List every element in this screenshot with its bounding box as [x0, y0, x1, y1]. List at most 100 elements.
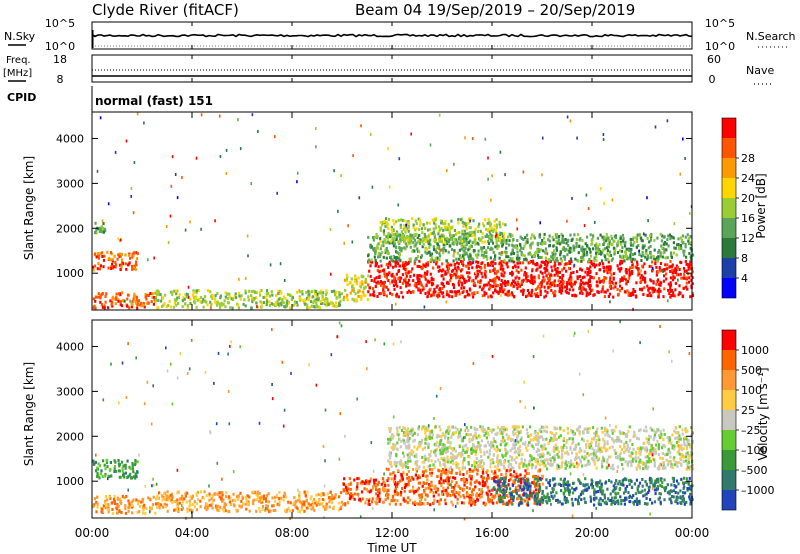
range-time-cell — [415, 285, 418, 289]
range-time-cell — [573, 233, 576, 237]
range-time-cell — [562, 255, 565, 258]
range-time-cell — [410, 452, 413, 456]
range-time-cell — [425, 252, 428, 255]
range-time-cell — [428, 484, 431, 488]
range-time-cell — [426, 295, 429, 299]
range-time-cell — [577, 463, 580, 467]
range-time-cell — [216, 505, 219, 508]
range-time-cell — [674, 246, 677, 250]
range-time-cell — [228, 292, 231, 296]
range-time-cell — [269, 509, 272, 513]
range-time-cell — [436, 265, 440, 269]
range-time-cell — [372, 247, 375, 251]
range-time-cell — [486, 477, 489, 481]
range-time-cell — [371, 260, 374, 264]
range-time-cell — [503, 279, 507, 283]
range-time-cell — [394, 482, 397, 486]
range-time-cell — [136, 252, 139, 256]
range-time-cell — [540, 281, 543, 285]
range-time-cell — [525, 295, 528, 299]
range-time-cell — [477, 225, 480, 229]
range-time-cell — [468, 498, 471, 502]
range-time-cell — [260, 289, 263, 292]
range-time-cell — [315, 127, 317, 130]
range-time-cell — [398, 280, 401, 283]
range-time-cell — [541, 435, 544, 439]
range-time-cell — [335, 290, 338, 294]
range-time-cell — [158, 503, 161, 507]
range-time-cell — [493, 475, 496, 479]
range-time-cell — [120, 511, 123, 514]
range-time-cell — [445, 491, 448, 495]
range-time-cell — [432, 290, 435, 294]
range-time-cell — [686, 233, 689, 237]
range-time-cell — [447, 270, 450, 274]
range-time-cell — [148, 497, 151, 501]
range-time-cell — [408, 455, 411, 459]
range-time-cell — [378, 497, 381, 501]
range-time-cell — [96, 505, 99, 509]
range-time-cell — [510, 281, 514, 285]
range-time-cell — [113, 459, 116, 463]
range-time-cell — [430, 471, 433, 475]
range-time-cell — [571, 283, 574, 286]
range-time-cell — [295, 499, 298, 503]
range-time-cell — [683, 269, 686, 273]
range-time-cell — [554, 252, 557, 256]
range-time-cell — [537, 453, 540, 457]
range-time-cell — [394, 502, 397, 506]
range-time-cell — [382, 244, 385, 248]
range-time-cell — [396, 492, 399, 495]
range-time-cell — [432, 230, 435, 234]
range-time-cell — [111, 508, 114, 511]
range-time-cell — [490, 295, 493, 299]
range-time-cell — [136, 511, 139, 515]
range-time-cell — [370, 279, 373, 282]
range-time-cell — [242, 302, 245, 306]
range-time-cell — [374, 258, 377, 262]
range-time-cell — [440, 248, 442, 252]
range-time-cell — [519, 243, 522, 247]
range-time-cell — [474, 236, 477, 240]
range-time-cell — [396, 485, 399, 488]
range-time-cell — [436, 294, 439, 298]
range-time-cell — [369, 274, 372, 278]
range-time-cell — [102, 258, 106, 262]
range-time-cell — [522, 261, 525, 265]
range-time-cell — [508, 232, 511, 236]
range-time-cell — [562, 429, 565, 432]
range-time-cell — [116, 511, 119, 515]
range-time-cell — [585, 294, 588, 298]
range-time-cell — [512, 466, 515, 470]
range-time-cell — [142, 304, 145, 307]
range-time-cell — [202, 297, 205, 301]
range-time-cell — [402, 471, 405, 475]
range-time-cell — [571, 249, 573, 253]
range-time-cell — [670, 254, 673, 258]
range-time-cell — [417, 288, 420, 292]
range-time-cell — [301, 502, 304, 506]
range-time-cell — [498, 251, 501, 255]
range-time-cell — [471, 241, 474, 245]
range-time-cell — [556, 446, 559, 450]
range-time-cell — [480, 439, 483, 443]
range-time-cell — [106, 507, 109, 511]
range-time-cell — [236, 303, 240, 307]
range-time-cell — [300, 505, 303, 509]
range-time-cell — [623, 275, 626, 279]
range-time-cell — [638, 249, 640, 253]
range-time-cell — [467, 266, 470, 270]
range-time-cell — [405, 446, 408, 450]
range-time-cell — [304, 302, 307, 306]
range-time-cell — [96, 466, 99, 470]
range-time-cell — [256, 305, 258, 309]
range-time-cell — [447, 476, 450, 480]
range-time-cell — [390, 477, 393, 481]
range-time-cell — [682, 240, 685, 244]
range-time-cell — [292, 501, 296, 505]
range-time-cell — [438, 228, 442, 232]
range-time-cell — [195, 291, 198, 295]
range-time-cell — [434, 290, 437, 294]
range-time-cell — [619, 289, 622, 293]
